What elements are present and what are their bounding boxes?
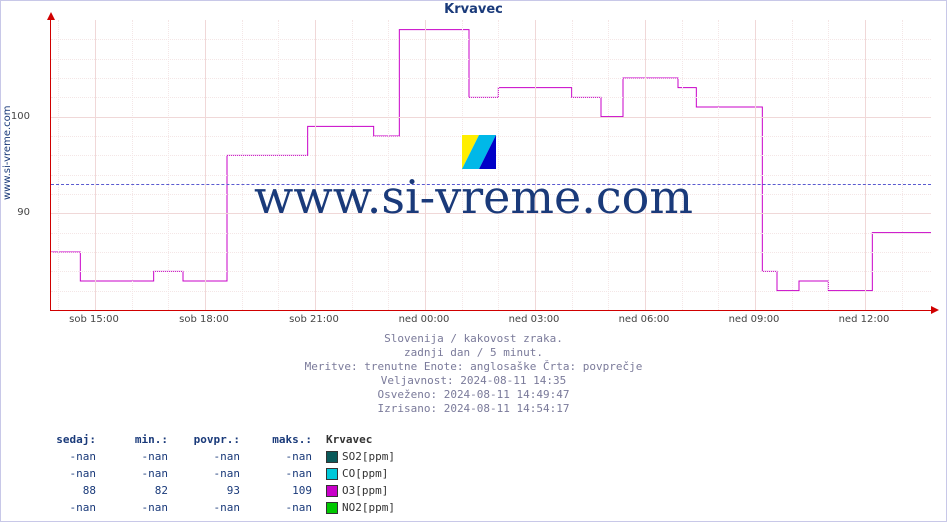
cell-now: 88 [32, 483, 102, 498]
gridline-h [51, 252, 931, 253]
gridline-h [51, 175, 931, 176]
gridline-v [242, 20, 243, 310]
legend-header: Krvavec [320, 432, 401, 447]
table-row: -nan-nan-nan-nanSO2[ppm] [32, 449, 401, 464]
meta-line: Izrisano: 2024-08-11 14:54:17 [0, 402, 947, 416]
gridline-h [51, 97, 931, 98]
cell-now: -nan [32, 500, 102, 515]
x-axis-arrow-icon [931, 306, 939, 314]
table-row: sedaj: min.: povpr.: maks.: Krvavec [32, 432, 401, 447]
x-tick-label: ned 09:00 [729, 314, 780, 325]
col-header: min.: [104, 432, 174, 447]
color-swatch-icon [326, 502, 338, 514]
meta-line: Veljavnost: 2024-08-11 14:35 [0, 374, 947, 388]
cell-max: 109 [248, 483, 318, 498]
gridline-v [828, 20, 829, 310]
meta-line: Osveženo: 2024-08-11 14:49:47 [0, 388, 947, 402]
x-tick-label: ned 03:00 [509, 314, 560, 325]
cell-max: -nan [248, 466, 318, 481]
legend-item: NO2[ppm] [320, 500, 401, 515]
cell-min: 82 [104, 483, 174, 498]
gridline-v [388, 20, 389, 310]
legend-label: SO2[ppm] [342, 450, 395, 463]
gridline-h [51, 271, 931, 272]
gridline-v [682, 20, 683, 310]
table-row: -nan-nan-nan-nanCO[ppm] [32, 466, 401, 481]
gridline-v [95, 20, 96, 310]
cell-avg: -nan [176, 466, 246, 481]
col-header: sedaj: [32, 432, 102, 447]
chart-title: Krvavec [0, 2, 947, 17]
gridline-v [572, 20, 573, 310]
gridline-h [51, 291, 931, 292]
gridline-v [608, 20, 609, 310]
gridline-v [535, 20, 536, 310]
legend-item: SO2[ppm] [320, 449, 401, 464]
cell-avg: 93 [176, 483, 246, 498]
legend-item: CO[ppm] [320, 466, 401, 481]
cell-avg: -nan [176, 500, 246, 515]
gridline-v [755, 20, 756, 310]
x-tick-label: sob 21:00 [289, 314, 339, 325]
gridline-v [718, 20, 719, 310]
logo-icon [462, 135, 496, 169]
table-row: 888293109 O3[ppm] [32, 483, 401, 498]
col-header: povpr.: [176, 432, 246, 447]
legend-label: O3[ppm] [342, 484, 388, 497]
cell-min: -nan [104, 466, 174, 481]
x-tick-label: sob 15:00 [69, 314, 119, 325]
gridline-v [645, 20, 646, 310]
gridline-v [352, 20, 353, 310]
y-tick-label: 100 [0, 111, 30, 122]
legend-item: O3[ppm] [320, 483, 401, 498]
gridline-v [58, 20, 59, 310]
cell-now: -nan [32, 449, 102, 464]
gridline-v [425, 20, 426, 310]
x-tick-label: ned 00:00 [399, 314, 450, 325]
color-swatch-icon [326, 468, 338, 480]
legend-label: NO2[ppm] [342, 501, 395, 514]
gridline-v [792, 20, 793, 310]
x-tick-label: ned 06:00 [619, 314, 670, 325]
meta-line: zadnji dan / 5 minut. [0, 346, 947, 360]
average-line [51, 184, 931, 185]
gridline-h [51, 213, 931, 214]
col-header: maks.: [248, 432, 318, 447]
color-swatch-icon [326, 485, 338, 497]
color-swatch-icon [326, 451, 338, 463]
gridline-v [168, 20, 169, 310]
gridline-h [51, 233, 931, 234]
gridline-v [315, 20, 316, 310]
gridline-v [902, 20, 903, 310]
cell-max: -nan [248, 500, 318, 515]
y-tick-label: 90 [0, 207, 30, 218]
gridline-v [278, 20, 279, 310]
gridline-h [51, 194, 931, 195]
x-tick-label: sob 18:00 [179, 314, 229, 325]
gridline-h [51, 117, 931, 118]
gridline-v [205, 20, 206, 310]
gridline-v [865, 20, 866, 310]
table-row: -nan-nan-nan-nanNO2[ppm] [32, 500, 401, 515]
cell-avg: -nan [176, 449, 246, 464]
cell-max: -nan [248, 449, 318, 464]
legend-label: CO[ppm] [342, 467, 388, 480]
x-tick-label: ned 12:00 [839, 314, 890, 325]
gridline-v [498, 20, 499, 310]
meta-line: Meritve: trenutne Enote: anglosaške Črta… [0, 360, 947, 374]
gridline-h [51, 78, 931, 79]
stats-table: sedaj: min.: povpr.: maks.: Krvavec -nan… [30, 430, 403, 517]
gridline-v [132, 20, 133, 310]
gridline-h [51, 59, 931, 60]
cell-min: -nan [104, 500, 174, 515]
cell-min: -nan [104, 449, 174, 464]
meta-line: Slovenija / kakovost zraka. [0, 332, 947, 346]
cell-now: -nan [32, 466, 102, 481]
meta-info: Slovenija / kakovost zraka. zadnji dan /… [0, 332, 947, 416]
gridline-h [51, 39, 931, 40]
y-axis-arrow-icon [47, 12, 55, 20]
